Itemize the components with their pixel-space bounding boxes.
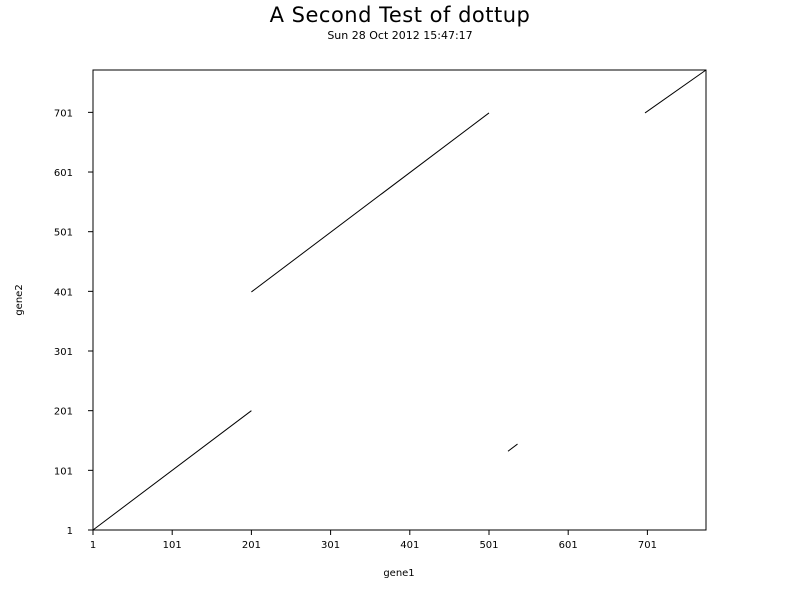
- match-line: [92, 410, 252, 531]
- y-tick-label: 301: [54, 347, 73, 358]
- x-tick-label: 701: [638, 540, 657, 551]
- match-line: [644, 69, 707, 114]
- match-line: [507, 443, 518, 452]
- y-tick-label: 101: [54, 466, 73, 477]
- x-tick-label: 301: [321, 540, 340, 551]
- x-axis-title: gene1: [383, 568, 414, 579]
- x-tick-label: 201: [242, 540, 261, 551]
- y-axis: 1 101 201 301 401 501 601 701: [54, 108, 93, 537]
- x-tick-label: 101: [163, 540, 182, 551]
- y-tick-label: 501: [54, 228, 73, 239]
- x-tick-label: 601: [559, 540, 578, 551]
- y-tick-label: 201: [54, 407, 73, 418]
- plot-frame: [92, 69, 707, 531]
- y-tick-label: 601: [54, 168, 73, 179]
- x-tick-label: 501: [479, 540, 498, 551]
- y-tick-label: 401: [54, 287, 73, 298]
- chart-title: A Second Test of dottup: [269, 3, 531, 27]
- y-tick-label: 1: [67, 526, 73, 537]
- x-tick-label: 1: [90, 540, 96, 551]
- series-layer: [92, 69, 707, 531]
- chart-subtitle: Sun 28 Oct 2012 15:47:17: [327, 29, 473, 42]
- y-axis-title: gene2: [14, 284, 25, 315]
- x-axis: 1 101 201 301 401 501 601 701: [90, 530, 657, 551]
- x-tick-label: 401: [400, 540, 419, 551]
- match-line: [251, 112, 490, 293]
- y-tick-label: 701: [54, 108, 73, 119]
